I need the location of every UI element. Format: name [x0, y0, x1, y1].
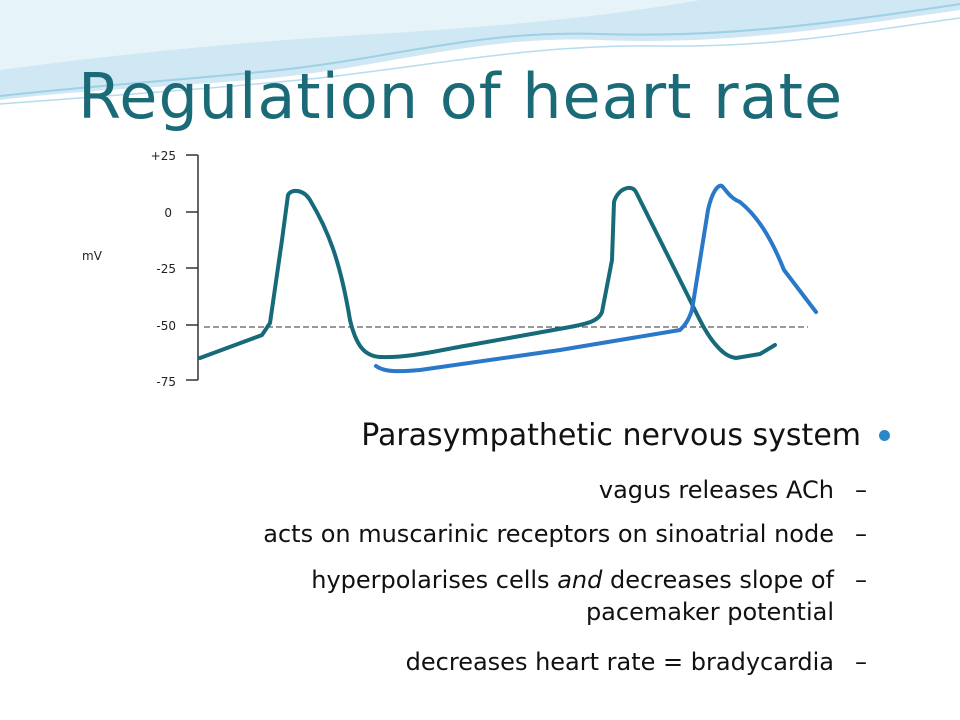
y-tick-label: -25 — [156, 262, 176, 276]
sub-bullet-text: vagus releases ACh — [598, 476, 834, 504]
sub-bullet: decreases heart rate = bradycardia – — [406, 646, 868, 678]
y-axis-label: mV — [82, 249, 103, 263]
sub-bullet-text: hyperpolarises cells and decreases slope… — [311, 566, 834, 626]
y-tick-label: -50 — [156, 319, 176, 333]
action-potential-trace-normal — [198, 185, 777, 360]
sub-bullet: vagus releases ACh – — [599, 474, 868, 506]
y-tick-label: 0 — [164, 206, 172, 220]
action-potential-trace-slowed — [374, 183, 818, 374]
y-tick-label: -75 — [156, 375, 176, 389]
header-wave-decoration — [0, 0, 960, 105]
dash-marker-icon: – — [855, 520, 867, 548]
main-bullet: Parasympathetic nervous system — [361, 418, 890, 453]
slide-title: Regulation of heart rate — [78, 60, 844, 133]
sub-bullet-text: decreases heart rate = bradycardia — [405, 648, 834, 676]
dash-marker-icon: – — [855, 476, 867, 504]
y-tick-label: +25 — [151, 149, 176, 163]
bullet-dot-icon — [879, 430, 890, 441]
sub-bullet: acts on muscarinic receptors on sinoatri… — [263, 518, 868, 550]
dash-marker-icon: – — [855, 648, 867, 676]
main-bullet-text: Parasympathetic nervous system — [361, 418, 861, 453]
dash-marker-icon: – — [855, 566, 867, 594]
sub-bullet: hyperpolarises cells and decreases slope… — [311, 564, 868, 628]
sub-bullet-text: acts on muscarinic receptors on sinoatri… — [263, 520, 834, 548]
action-potential-graph: +25 0 -25 -50 -75 mV — [82, 149, 818, 389]
